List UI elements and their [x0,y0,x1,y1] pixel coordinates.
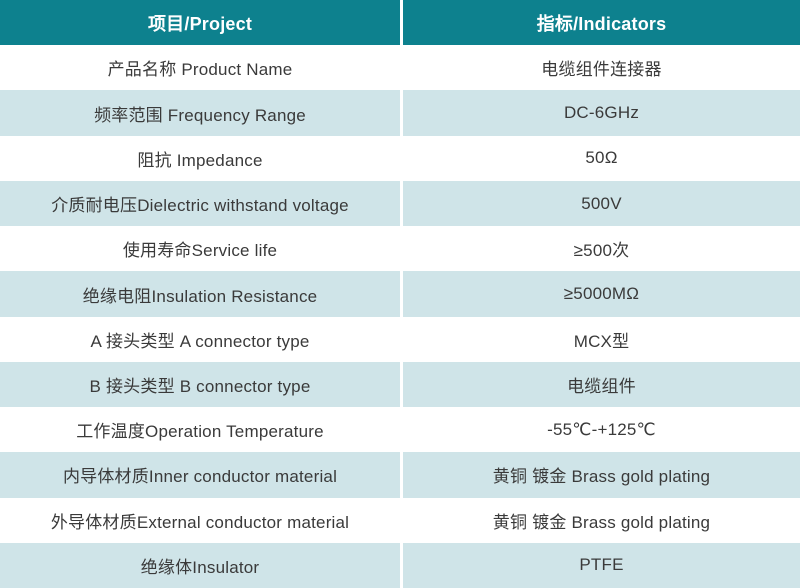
indicator-cell: 黄铜 镀金 Brass gold plating [400,452,800,498]
project-cell: 介质耐电压Dielectric withstand voltage [51,196,349,216]
indicator-cell: -55℃-+125℃ [400,407,800,453]
table-row: 产品名称 Product Name 电缆组件连接器 [0,45,800,91]
indicator-cell: PTFE [400,542,800,588]
indicator-cell: 50Ω [400,135,800,181]
table-header-row: 项目/Project 指标/Indicators [0,0,800,46]
table-row: B 接头类型 B connector type 电缆组件 [0,361,800,408]
project-cell: A 接头类型 A connector type [90,331,310,351]
project-cell: 产品名称 Product Name [107,60,293,80]
project-cell: 绝缘体Insulator [140,557,260,577]
table-row: 绝缘体Insulator PTFE [0,542,800,588]
project-cell: 频率范围 Frequency Range [94,105,306,125]
project-cell: 外导体材质External conductor material [50,512,350,532]
table-row: 使用寿命Service life ≥500次 [0,226,800,272]
header-project-column: 项目/Project [147,13,253,34]
project-cell: 内导体材质Inner conductor material [62,467,338,487]
header-indicators-column: 指标/Indicators [400,0,800,46]
indicator-cell: 电缆组件 [400,361,800,408]
project-cell: 绝缘电阻Insulation Resistance [82,286,318,306]
indicator-cell: 黄铜 镀金 Brass gold plating [400,497,800,543]
project-cell: 阻抗 Impedance [137,150,263,170]
table-row: 介质耐电压Dielectric withstand voltage 500V [0,180,800,227]
indicator-cell: MCX型 [400,316,800,362]
table-row: 工作温度Operation Temperature -55℃-+125℃ [0,407,800,453]
table-row: 内导体材质Inner conductor material 黄铜 镀金 Bras… [0,452,800,498]
indicator-cell: DC-6GHz [400,90,800,136]
indicator-cell: ≥500次 [400,226,800,272]
table-row: 频率范围 Frequency Range DC-6GHz [0,90,800,136]
table-row: 外导体材质External conductor material 黄铜 镀金 B… [0,497,800,543]
indicator-cell: ≥5000MΩ [400,271,800,317]
project-cell: 工作温度Operation Temperature [76,422,324,442]
table-row: 阻抗 Impedance 50Ω [0,135,800,181]
project-cell: B 接头类型 B connector type [89,376,311,396]
table-row: 绝缘电阻Insulation Resistance ≥5000MΩ [0,271,800,317]
project-cell: 使用寿命Service life [122,241,278,261]
indicator-cell: 500V [400,180,800,227]
table-row: A 接头类型 A connector type MCX型 [0,316,800,362]
indicator-cell: 电缆组件连接器 [400,45,800,91]
